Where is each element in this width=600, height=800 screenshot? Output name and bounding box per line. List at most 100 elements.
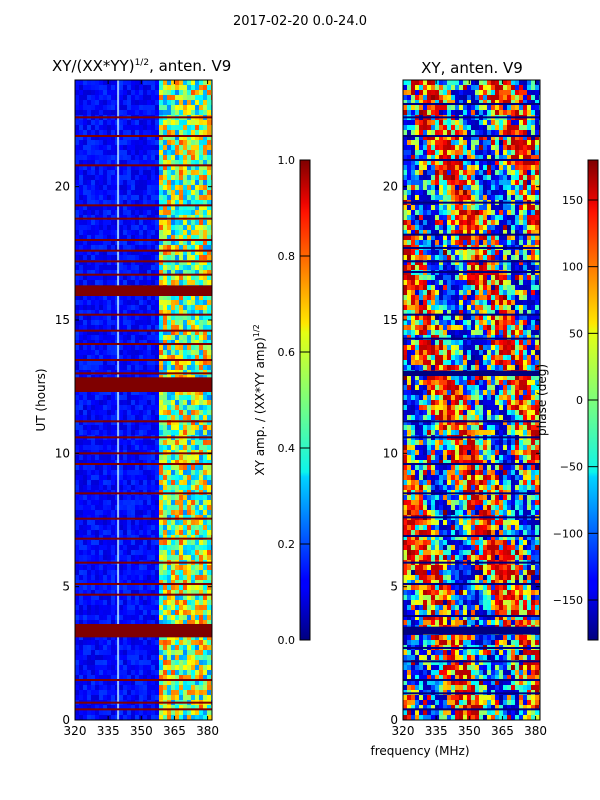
flagged-line (403, 436, 540, 439)
right-heatmap-panel: 320 335 350 365 380 0 5 10 15 20 (383, 79, 547, 738)
colorbar-tick-label: 0.2 (278, 538, 296, 551)
y-axis-label: UT (hours) (34, 368, 48, 431)
flagged-line (75, 537, 212, 540)
x-tick-label: 365 (491, 724, 514, 738)
y-tick-label: 20 (55, 180, 70, 194)
flagged-line (75, 561, 212, 564)
flagged-line (75, 593, 212, 596)
colorbar-tick-label: 0.8 (278, 250, 296, 263)
heatmap-cells (75, 80, 212, 720)
flagged-line (75, 679, 212, 681)
left-title-base: XY/(XX*YY) (52, 57, 135, 75)
left-title-tail: , anten. V9 (149, 57, 232, 75)
flagged-band (75, 377, 212, 392)
flagged-line (75, 164, 212, 167)
x-tick-label: 335 (97, 724, 120, 738)
colorbar-tick-label: 0.6 (278, 346, 296, 359)
y-tick-label: 5 (390, 580, 398, 594)
colorbar-tick-label: 0.0 (278, 634, 296, 647)
colorbar-tick-label: 0.4 (278, 442, 296, 455)
flagged-line (75, 372, 212, 375)
flagged-line (403, 159, 540, 161)
colorbar-tick-label: −150 (553, 594, 583, 607)
flagged-line (403, 583, 540, 585)
flagged-line (75, 116, 212, 119)
flagged-line (403, 692, 540, 695)
y-tick-label: 15 (383, 313, 398, 327)
flagged-line (403, 337, 540, 340)
left-colorbar: 0.0 0.2 0.4 0.6 0.8 1.0 (278, 154, 311, 647)
flagged-line (403, 201, 540, 204)
colorbar-tick-label: 100 (562, 261, 583, 274)
right-panel-title: XY, anten. V9 (421, 59, 523, 77)
y-tick-label: 0 (62, 713, 70, 727)
flagged-band (75, 285, 212, 296)
flagged-line (403, 660, 540, 663)
flagged-line (75, 204, 212, 207)
flagged-line (75, 343, 212, 345)
flagged-line (403, 561, 540, 564)
flagged-line (403, 708, 540, 711)
flagged-line (75, 583, 212, 585)
flagged-band (75, 624, 212, 638)
y-tick-label: 0 (390, 713, 398, 727)
flagged-line (75, 135, 212, 137)
colorbar-tick-label: 150 (562, 194, 583, 207)
axes-frame (74, 79, 213, 721)
left-panel-title: XY/(XX*YY)1/2, anten. V9 (52, 57, 231, 75)
x-tick-label: 380 (524, 724, 547, 738)
flagged-line (75, 517, 212, 520)
flagged-line (75, 217, 212, 220)
x-tick-label: 365 (163, 724, 186, 738)
flagged-line (403, 313, 540, 316)
colorbar-tick-label: −50 (560, 461, 583, 474)
colorbar-tick-label: −100 (553, 527, 583, 540)
flagged-line (75, 249, 212, 252)
flagged-line (403, 679, 540, 681)
flagged-line (403, 135, 540, 137)
left-heatmap-panel: 320 335 350 365 380 0 5 10 15 20 (55, 79, 219, 738)
x-tick-label: 335 (425, 724, 448, 738)
left-title-exponent: 1/2 (134, 58, 150, 68)
right-colorbar: 150 100 50 0 −50 −100 −150 (553, 159, 599, 641)
flagged-line (75, 492, 212, 495)
x-tick-label: 350 (130, 724, 153, 738)
flagged-line (403, 103, 540, 105)
left-colorbar-label-base: XY amp. / (XX*YY amp) (253, 337, 267, 475)
x-tick-label: 320 (392, 724, 415, 738)
colorbar-tick-label: 1.0 (278, 154, 296, 167)
flagged-line (403, 233, 540, 236)
flagged-line (75, 273, 212, 276)
axes-frame (402, 79, 541, 721)
flagged-line (403, 420, 540, 423)
left-colorbar-label: XY amp. / (XX*YY amp)1/2 (252, 324, 267, 475)
flagged-line (403, 260, 540, 263)
left-colorbar-label-exponent: 1/2 (252, 324, 261, 337)
flagged-line (75, 313, 212, 316)
x-tick-label: 350 (458, 724, 481, 738)
flagged-line (403, 516, 540, 519)
flagged-line (75, 239, 212, 241)
colorbar-tick-label: 50 (569, 327, 583, 340)
heatmap-cells (403, 80, 540, 720)
flagged-line (75, 436, 212, 439)
flagged-line (75, 452, 212, 455)
flagged-line (75, 701, 212, 704)
flagged-line (403, 463, 540, 465)
flagged-line (403, 492, 540, 495)
y-tick-label: 15 (55, 313, 70, 327)
flagged-line (75, 708, 212, 711)
y-tick-label: 5 (62, 580, 70, 594)
flagged-line (403, 247, 540, 249)
x-tick-label: 320 (64, 724, 87, 738)
y-tick-label: 10 (55, 446, 70, 460)
x-axis-label: frequency (MHz) (370, 744, 470, 758)
flagged-line (403, 271, 540, 273)
flagged-line (403, 615, 540, 617)
flagged-line (403, 535, 540, 537)
flagged-line (75, 463, 212, 465)
flagged-line (75, 359, 212, 361)
colorbar-tick-label: 0 (576, 394, 583, 407)
flagged-line (403, 647, 540, 649)
